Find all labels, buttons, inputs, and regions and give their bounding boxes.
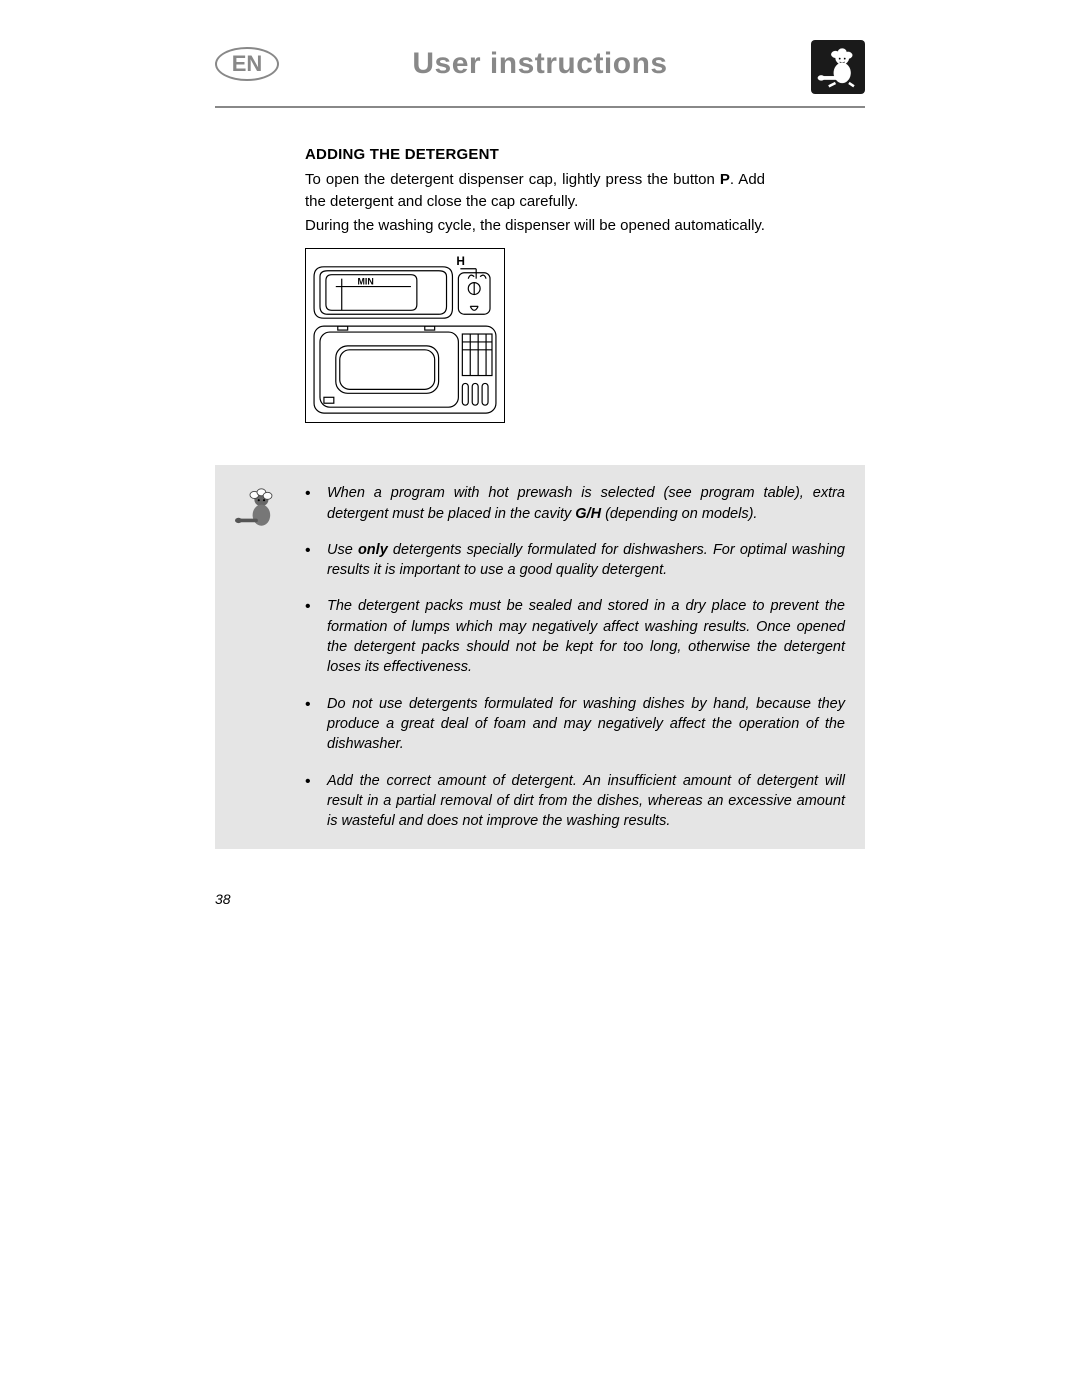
notes-block: When a program with hot prewash is selec… [215, 465, 865, 849]
page-number: 38 [215, 891, 865, 907]
para1-bold: P [720, 171, 730, 188]
paragraph-2: During the washing cycle, the dispenser … [305, 215, 765, 237]
note-item-3: The detergent packs must be sealed and s… [305, 596, 845, 677]
content-column: ADDING THE DETERGENT To open the deterge… [305, 146, 765, 423]
paragraph-1: To open the detergent dispenser cap, lig… [305, 169, 765, 213]
diagram-min-label: MIN [358, 277, 374, 287]
language-badge: EN [215, 47, 279, 81]
header-divider [215, 106, 865, 108]
note-item-4: Do not use detergents formulated for was… [305, 694, 845, 755]
note2-post: detergents specially formulated for dish… [327, 542, 845, 578]
note5-text: Add the correct amount of detergent. An … [327, 773, 845, 830]
detergent-dispenser-diagram: MIN H [305, 248, 505, 423]
section-heading: ADDING THE DETERGENT [305, 146, 765, 163]
note1-post: (depending on models). [601, 506, 757, 522]
page-header: EN User instructions [215, 40, 865, 88]
note-item-2: Use only detergents specially formulated… [305, 540, 845, 581]
note3-text: The detergent packs must be sealed and s… [327, 598, 845, 675]
note-item-5: Add the correct amount of detergent. An … [305, 771, 845, 832]
notes-chef-icon [235, 487, 279, 531]
language-code-text: EN [232, 51, 263, 77]
page-container: EN User instructions [215, 40, 865, 907]
note4-text: Do not use detergents formulated for was… [327, 696, 845, 753]
note1-bold: G/H [575, 506, 601, 522]
dispenser-svg-icon: MIN H [306, 249, 504, 422]
note2-pre: Use [327, 542, 358, 558]
chef-character-icon [817, 46, 859, 88]
diagram-h-label: H [456, 254, 465, 268]
note2-bold: only [358, 542, 388, 558]
para1-pre: To open the detergent dispenser cap, lig… [305, 171, 720, 188]
notes-list: When a program with hot prewash is selec… [305, 483, 845, 831]
note-item-1: When a program with hot prewash is selec… [305, 483, 845, 524]
brand-icon [811, 40, 865, 94]
page-title: User instructions [412, 47, 667, 81]
